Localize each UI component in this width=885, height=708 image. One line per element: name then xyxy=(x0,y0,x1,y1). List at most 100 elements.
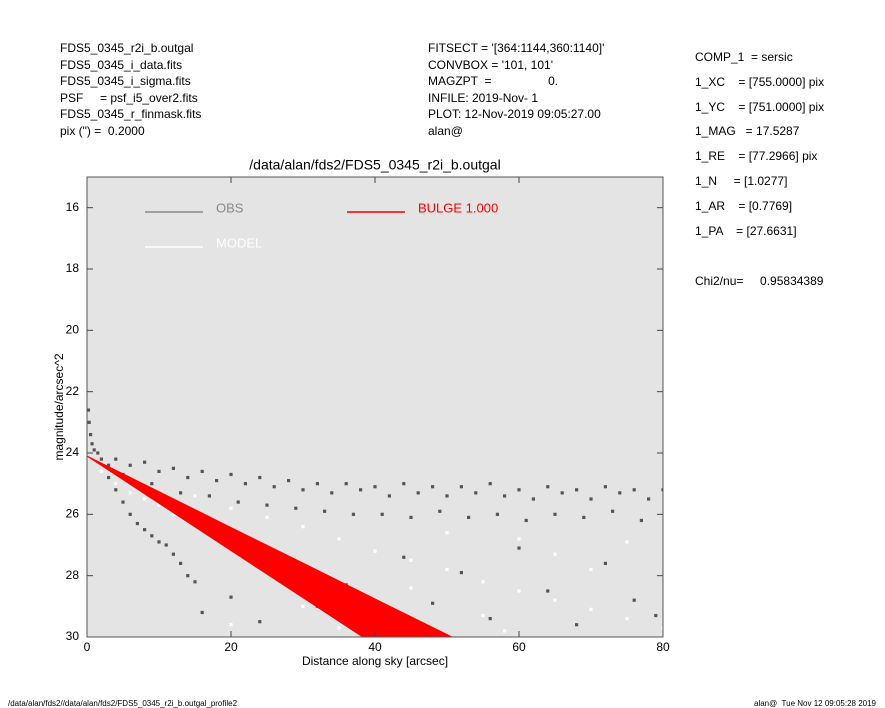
data-point xyxy=(200,469,204,473)
data-point xyxy=(438,509,442,513)
data-point xyxy=(380,512,384,516)
data-point xyxy=(114,488,118,492)
data-point xyxy=(315,482,319,486)
footer-stamp: alan@ Tue Nov 12 09:05:28 2019 xyxy=(754,699,876,708)
data-point xyxy=(164,543,168,547)
header-middle-line: PLOT: 12-Nov-2019 09:05:27.00 xyxy=(428,107,601,122)
data-point xyxy=(481,580,485,584)
header-left-line: FDS5_0345_r_finmask.fits xyxy=(60,107,202,122)
data-point xyxy=(301,525,305,529)
data-point xyxy=(409,515,413,519)
data-point xyxy=(207,494,211,498)
data-point xyxy=(589,567,593,572)
x-tick-label: 80 xyxy=(656,640,670,654)
data-point xyxy=(647,497,651,501)
data-point xyxy=(186,475,190,480)
data-point xyxy=(387,494,391,498)
y-tick-label: 28 xyxy=(66,568,80,582)
data-point xyxy=(589,607,593,611)
data-point xyxy=(143,528,147,532)
data-point xyxy=(229,472,233,477)
data-point xyxy=(258,475,262,480)
y-tick-label: 26 xyxy=(66,507,80,521)
data-point xyxy=(179,491,183,495)
data-point xyxy=(359,488,363,492)
chart-title: /data/alan/fds2/FDS5_0345_r2i_b.outgal xyxy=(249,157,500,173)
data-point xyxy=(87,420,91,424)
data-point xyxy=(128,491,132,495)
footer-path: /data/alan/fds2//data/alan/fds2/FDS5_034… xyxy=(8,699,238,708)
data-point xyxy=(301,488,305,492)
data-point xyxy=(193,580,197,584)
data-point xyxy=(171,512,175,516)
data-point xyxy=(373,549,377,553)
header-middle-line: CONVBOX = '101, 101' xyxy=(428,57,553,72)
data-point xyxy=(503,494,507,498)
data-point xyxy=(89,433,93,437)
data-point xyxy=(582,515,586,519)
data-point xyxy=(114,482,118,486)
y-tick-label: 18 xyxy=(66,261,80,275)
data-point xyxy=(107,475,111,480)
y-tick-label: 22 xyxy=(66,384,80,398)
data-point xyxy=(301,604,305,608)
data-point xyxy=(157,540,161,544)
data-point xyxy=(517,488,521,492)
data-point xyxy=(632,598,636,602)
data-point xyxy=(337,537,341,541)
data-point xyxy=(272,485,276,489)
data-point xyxy=(265,503,269,507)
data-point xyxy=(229,623,233,627)
fit-parameter: 1_AR = [0.7769] xyxy=(695,198,793,213)
y-tick-label: 30 xyxy=(66,629,80,643)
data-point xyxy=(445,494,449,498)
data-point xyxy=(171,466,175,470)
data-point xyxy=(495,512,499,516)
data-point xyxy=(416,491,420,495)
data-point xyxy=(632,488,636,492)
data-point xyxy=(323,509,327,513)
data-point xyxy=(337,626,341,630)
data-point xyxy=(107,463,111,467)
header-left-line: PSF = psf_i5_over2.fits xyxy=(60,90,198,105)
data-point xyxy=(402,555,406,559)
data-point xyxy=(553,512,557,516)
x-axis-label: Distance along sky [arcsec] xyxy=(302,654,448,668)
data-point xyxy=(625,617,629,621)
data-point xyxy=(402,482,406,486)
x-tick-label: 60 xyxy=(512,640,526,654)
data-point xyxy=(445,567,449,572)
data-point xyxy=(229,506,233,510)
data-point xyxy=(503,629,507,633)
data-point xyxy=(157,503,161,507)
data-point xyxy=(128,463,132,467)
data-point xyxy=(90,442,94,446)
legend-label: BULGE 1.000 xyxy=(418,200,498,215)
chi2-value: Chi2/nu= 0.95834389 xyxy=(695,274,824,288)
data-point xyxy=(143,460,147,464)
data-point xyxy=(193,494,197,498)
data-point xyxy=(135,521,139,526)
data-point xyxy=(625,540,629,544)
data-point xyxy=(546,589,550,593)
fit-parameter: 1_N = [1.0277] xyxy=(695,174,788,188)
data-point xyxy=(294,506,298,510)
data-point xyxy=(560,491,564,495)
header-left-line: FDS5_0345_i_data.fits xyxy=(60,57,183,72)
plot-frame xyxy=(86,176,664,638)
data-point xyxy=(553,598,557,602)
plot-marks xyxy=(87,408,663,637)
data-point xyxy=(351,512,355,516)
data-point xyxy=(553,552,557,556)
y-tick-label: 24 xyxy=(66,445,80,459)
fit-parameter: 1_PA = [27.6631] xyxy=(695,223,797,238)
data-point xyxy=(546,485,550,489)
data-point xyxy=(99,469,103,473)
data-point xyxy=(517,537,521,541)
legend-label: MODEL xyxy=(216,235,262,250)
plot-area xyxy=(87,177,663,637)
data-point xyxy=(330,491,334,495)
data-point xyxy=(431,485,435,489)
